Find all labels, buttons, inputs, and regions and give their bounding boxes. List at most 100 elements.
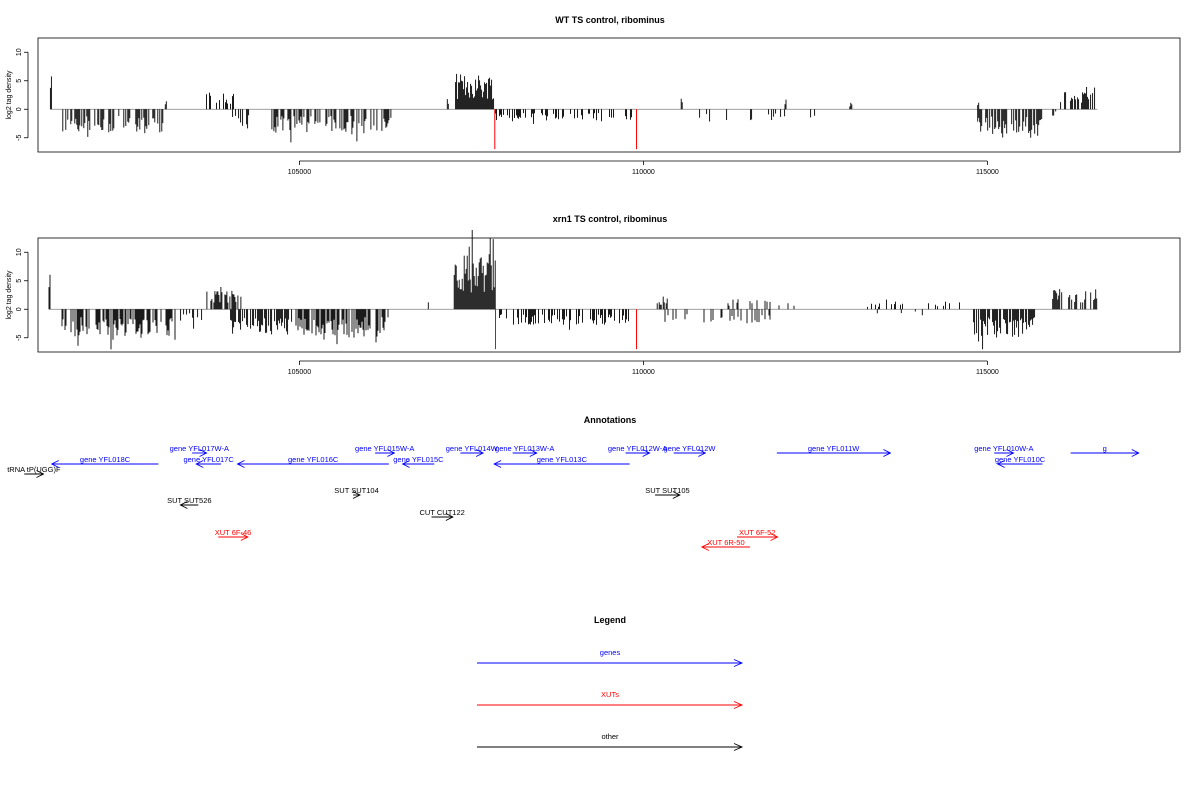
annotation-label: gene YFL015W-A — [355, 444, 414, 453]
x-tick-label-1: 110000 — [632, 169, 655, 176]
annotation-arrow-head — [236, 460, 245, 468]
annotation-genes-4: gene YFL016C — [236, 455, 389, 468]
annotation-arrow-head — [770, 533, 779, 541]
y-tick-label-1: 0 — [16, 107, 23, 111]
legend-label: other — [601, 732, 619, 741]
annotation-XUTs-22: XUT 6R-50 — [700, 538, 751, 551]
annotation-arrow-head — [1131, 449, 1140, 457]
legend-label: genes — [600, 648, 621, 657]
wt-track-ylabel: log2 tag density — [6, 70, 13, 120]
annotation-genes-8: gene YFL013W-A — [495, 444, 554, 457]
y-tick-label-2: 5 — [16, 79, 23, 83]
annotation-label: gene YFL010C — [995, 455, 1046, 464]
annotations-panel: Annotations tRNA tP(UGG)F gene YFL018C gen… — [7, 415, 1140, 551]
annotation-label: XUT 6R-50 — [707, 538, 744, 547]
annotation-arrow-head — [240, 533, 249, 541]
xrn1-track-ylabel: log2 tag density — [6, 270, 13, 320]
annotation-genes-10: gene YFL012W-A — [608, 444, 667, 457]
annotation-arrow-head — [883, 449, 892, 457]
annotation-genes-12: gene YFL011W — [776, 444, 892, 457]
xrn1-axes: -5 0 5 10 105000 110000 115000 — [16, 248, 999, 376]
annotation-label: gene YFL014W — [446, 444, 499, 453]
annotation-label: gene YFL016C — [288, 455, 339, 464]
annotation-arrow-head — [387, 449, 396, 457]
annotation-label: SUT SUT104 — [334, 486, 378, 495]
annotation-label: gene YFL012W-A — [608, 444, 667, 453]
annotation-genes-2: gene YFL017W-A — [170, 444, 229, 457]
legend-arrow-head — [733, 701, 744, 709]
y-tick-label-0: -5 — [16, 135, 23, 141]
annotation-arrow-head — [352, 491, 361, 499]
x-tick-label-0: 105000 — [288, 169, 311, 176]
x-tick-label-2: 115000 — [976, 369, 999, 376]
annotation-arrow-head — [179, 501, 188, 509]
annotation-genes-9: gene YFL013C — [493, 455, 630, 468]
annotation-label: gene YFL013C — [537, 455, 588, 464]
annotation-label: gene YFL013W-A — [495, 444, 554, 453]
x-tick-label-0: 105000 — [288, 369, 311, 376]
legend-title: Legend — [594, 615, 626, 625]
legend-entry-xuts: XUTs — [477, 690, 744, 709]
annotation-other-17: SUT SUT104 — [334, 486, 379, 499]
annotation-label: XUT 6F-52 — [739, 528, 776, 537]
annotation-features: tRNA tP(UGG)F gene YFL018C gene YFL017W-A g… — [7, 444, 1140, 551]
annotation-arrow-head — [401, 460, 410, 468]
y-tick-label-3: 10 — [16, 248, 23, 256]
annotation-genes-15: g — [1070, 444, 1140, 457]
annotation-other-0: tRNA tP(UGG)F — [7, 465, 61, 478]
annotation-label: gene YFL010W-A — [974, 444, 1033, 453]
annotation-other-18: CUT CUT122 — [420, 508, 465, 521]
xrn1-signal-bars — [48, 230, 1098, 350]
legend-arrow-head — [733, 659, 744, 667]
annotation-genes-5: gene YFL015W-A — [355, 444, 414, 457]
annotation-label: gene YFL018C — [80, 455, 131, 464]
legend-entry-other: other — [477, 732, 744, 751]
legend-entry-genes: genes — [477, 648, 744, 667]
y-tick-label-1: 0 — [16, 307, 23, 311]
annotation-arrow-head — [199, 449, 208, 457]
y-tick-label-2: 5 — [16, 279, 23, 283]
annotation-arrow-head — [475, 449, 485, 457]
annotation-label: gene YFL017C — [183, 455, 234, 464]
annotation-arrow-head — [493, 460, 502, 468]
wt-track-panel: WT TS control, ribominus log2 tag densit… — [6, 15, 1181, 176]
legend-entries: genes XUTs other — [477, 648, 744, 751]
xrn1-plot-frame — [37, 237, 1181, 353]
xrn1-track-panel: xrn1 TS control, ribominus log2 tag dens… — [6, 214, 1181, 376]
annotation-arrow-head — [529, 449, 538, 457]
annotation-label: gene YFL017W-A — [170, 444, 229, 453]
annotation-label: gene YFL012W — [663, 444, 716, 453]
wt-track-title: WT TS control, ribominus — [555, 15, 665, 25]
annotation-arrow-head — [700, 543, 710, 551]
annotation-label: XUT 6F-46 — [215, 528, 252, 537]
annotation-arrow-head — [50, 460, 59, 468]
annotation-genes-1: gene YFL018C — [50, 455, 159, 468]
annotation-XUTs-20: XUT 6F-46 — [215, 528, 252, 541]
annotation-other-16: SUT SUT526 — [167, 496, 212, 509]
annotation-label: SUT SUT526 — [167, 496, 211, 505]
annotation-genes-11: gene YFL012W — [663, 444, 716, 457]
wt-plot-frame — [37, 37, 1181, 153]
annotation-arrow-head — [195, 460, 204, 468]
annotation-other-19: SUT SUT105 — [645, 486, 690, 499]
wt-axes: -5 0 5 10 105000 110000 115000 — [16, 48, 999, 176]
annotation-arrow-head — [36, 470, 45, 478]
annotation-genes-13: gene YFL010W-A — [974, 444, 1034, 457]
annotation-arrow-head — [1006, 449, 1015, 457]
annotation-genes-14: gene YFL010C — [995, 455, 1046, 468]
annotation-genes-7: gene YFL014W — [446, 444, 499, 457]
annotation-label: tRNA tP(UGG)F — [7, 465, 61, 474]
y-tick-label-0: -5 — [16, 335, 23, 341]
annotation-label: SUT SUT105 — [645, 486, 689, 495]
wt-signal-bars — [49, 73, 1098, 150]
legend-arrow-head — [733, 743, 744, 751]
annotation-label: gene YFL011W — [808, 444, 860, 453]
x-tick-label-2: 115000 — [976, 169, 999, 176]
annotation-label: gene YFL015C — [393, 455, 444, 464]
annotation-arrow-head — [996, 460, 1005, 468]
xrn1-track-title: xrn1 TS control, ribominus — [553, 214, 668, 224]
x-tick-label-1: 110000 — [632, 369, 655, 376]
annotation-label: CUT CUT122 — [420, 508, 465, 517]
legend-panel: Legend genes XUTs other — [477, 615, 744, 751]
